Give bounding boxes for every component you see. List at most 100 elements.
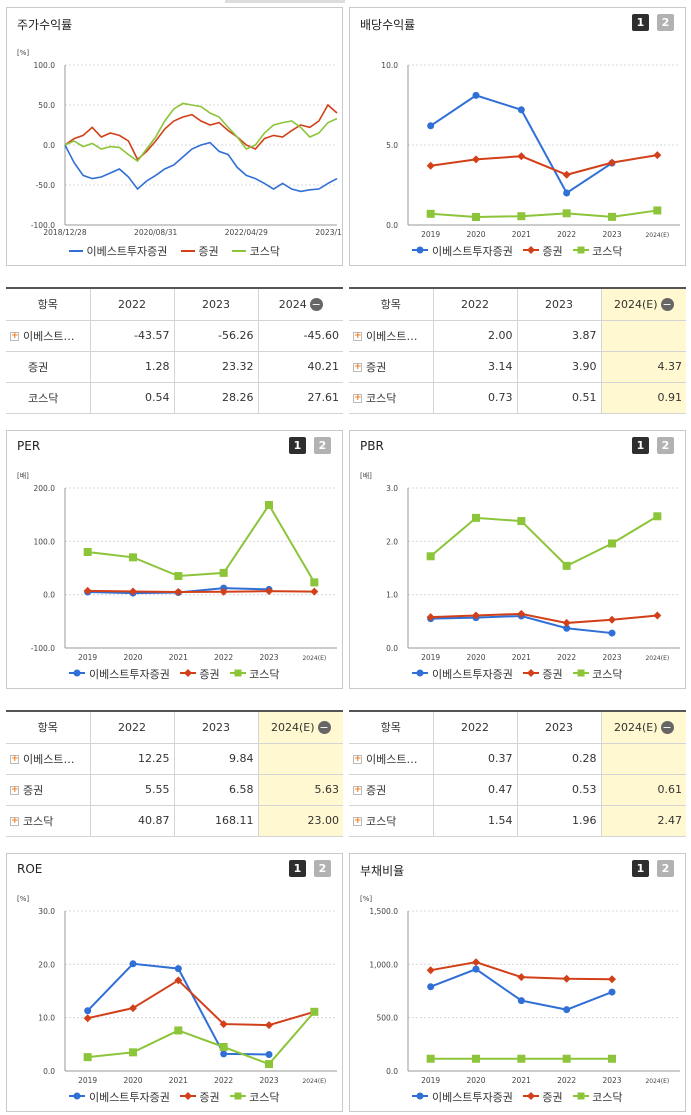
panel-roe: ROE 1 2 [%] 30.0 20.0 10.0 0.0 2019 2020 2021 20… [6,853,343,1112]
point-kosdaq [653,512,662,521]
point-company [220,1050,228,1058]
expand-icon[interactable]: + [10,816,19,826]
x-tick-label: 2021 [169,653,188,662]
per-table: 항목 2022 2023 2024(E) − + 이베스트… 12.25 9.84 + 증권 5.55… [6,710,343,837]
panel-title: PBR [360,439,384,453]
point-sector [608,615,616,624]
legend-label: 이베스트투자증권 [428,668,513,681]
column-header: 2022 [432,710,517,744]
table-row: + 증권 0.47 0.53 0.61 [349,774,686,806]
toggle-1-button[interactable]: 1 [632,860,649,877]
table-row: + 증권 5.55 6.58 5.63 [6,774,343,806]
row-label: + 이베스트… [6,743,90,775]
expand-icon[interactable]: + [10,754,19,764]
x-tick-label: 2022 [557,653,576,662]
row-label: + 이베스트… [6,320,90,352]
toggle-1-button[interactable]: 1 [289,437,306,454]
expand-icon[interactable]: + [353,816,362,826]
column-header: 2023 [173,287,258,321]
point-sector [129,587,137,596]
point-company [174,965,182,973]
per-chart: [배] 200.0 100.0 0.0 -100.0 2019 2020 2021 2022 20… [17,471,337,662]
collapse-icon[interactable]: − [660,298,674,311]
x-tick-label: 2021 [512,230,531,239]
x-tick-label: 2021 [512,1076,531,1085]
y-tick-label: -100.0 [31,221,55,230]
point-sector [265,587,273,596]
chart-legend: 이베스트투자증권 증권 코스닥 [350,1089,685,1105]
column-header: 항목 [6,287,90,321]
expand-icon[interactable]: + [353,362,362,372]
toggle-2-button[interactable]: 2 [314,437,331,454]
row-label-text: 코스닥 [23,814,54,828]
row-label-text: 증권 [366,783,387,797]
expand-icon[interactable]: + [10,331,19,341]
point-sector [472,155,480,164]
panel-debt-ratio: 부채비율 1 2 [%] 1,500.0 1,000.0 500.0 0.0 2019 20… [349,853,686,1112]
column-header-label: 항목 [37,298,58,312]
table-cell: -45.60 [257,320,343,352]
toggle-1-button[interactable]: 1 [289,860,306,877]
point-kosdaq [562,209,571,218]
legend-kosdaq: 코스닥 [572,243,623,259]
collapse-icon[interactable]: − [317,721,331,734]
column-header: 항목 [6,710,90,744]
point-sector [219,1020,228,1029]
collapse-icon[interactable]: − [309,298,323,311]
table-row: + 이베스트… -43.57 -56.26 -45.60 [6,320,343,352]
legend-company: 이베스트투자증권 [69,666,170,682]
point-sector [562,618,571,627]
panel-title: PER [17,439,41,453]
toggle-1-button[interactable]: 1 [632,14,649,31]
chart-legend: 이베스트투자증권 증권 코스닥 [7,666,342,682]
point-kosdaq [608,212,616,221]
point-company [129,960,137,968]
expand-icon[interactable]: + [353,393,362,403]
x-tick-label: 2023/12/28 [315,228,343,237]
x-tick-label: 2020 [123,1076,142,1085]
legend-label: 증권 [538,1091,563,1104]
point-company [563,624,571,632]
point-kosdaq [174,1026,183,1035]
y-tick-label: 5.0 [386,141,398,150]
table-row: + 코스닥 0.73 0.51 0.91 [349,382,686,414]
table-cell: -56.26 [173,320,258,352]
column-header: 2022 [89,710,174,744]
point-kosdaq [310,1007,319,1016]
point-sector [562,974,571,983]
x-tick-label: 2019 [421,1076,440,1085]
y-tick-label: 100.0 [34,61,56,70]
table-cell [600,320,686,352]
expand-icon[interactable]: + [353,331,362,341]
table-cell: 40.87 [89,805,174,837]
table-cell: 1.54 [432,805,517,837]
y-tick-label: 0.0 [386,221,398,230]
point-sector [517,152,526,161]
expand-icon[interactable]: + [10,785,19,795]
column-header: 2023 [516,287,601,321]
legend-label: 이베스트투자증권 [428,1091,513,1104]
y-tick-label: 0.0 [386,644,398,653]
table-cell: 168.11 [173,805,258,837]
toggle-1-button[interactable]: 1 [632,437,649,454]
point-sector [265,1021,273,1030]
table-cell: 0.91 [600,382,686,414]
series-line-kosdaq [430,209,658,219]
legend-sector: 증권 [179,1089,220,1105]
expand-icon[interactable]: + [353,754,362,764]
point-kosdaq [265,501,273,510]
point-kosdaq [562,1054,571,1063]
toggle-2-button[interactable]: 2 [657,437,674,454]
series-line-kosdaq [87,503,316,583]
toggle-2-button[interactable]: 2 [657,860,674,877]
x-tick-label: 2022 [557,1076,576,1085]
chart-legend: 이베스트투자증권 증권 코스닥 [7,243,342,259]
column-header-label: 2024(E) [613,720,658,734]
toggle-2-button[interactable]: 2 [657,14,674,31]
expand-icon[interactable]: + [353,785,362,795]
collapse-icon[interactable]: − [660,721,674,734]
toggle-2-button[interactable]: 2 [314,860,331,877]
table-cell: 0.47 [432,774,517,806]
row-label: + 코스닥 [349,805,433,837]
x-tick-label: 2019 [421,230,440,239]
